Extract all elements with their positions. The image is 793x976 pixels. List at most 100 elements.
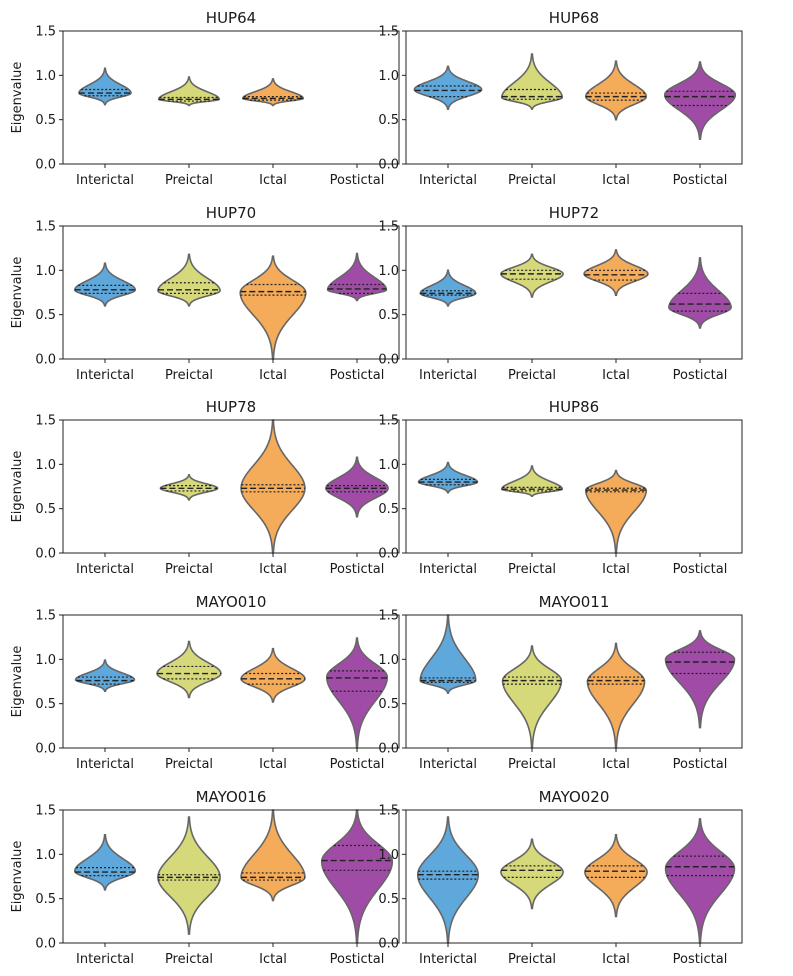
panel-mayo011: 0.0 0.5 1.0 1.5 Interictal Preictal Ictal Posti… <box>378 593 743 772</box>
x-tick-label-interictal: Interictal <box>419 952 477 967</box>
violin-mayo020-ictal <box>584 834 648 918</box>
y-axis-label: Eigenvalue <box>10 451 25 523</box>
panel-mayo020: 0.0 0.5 1.0 1.5 Interictal Preictal Ictal Posti… <box>378 788 743 967</box>
axes-frame <box>62 30 400 165</box>
y-tick-label: 0.5 <box>35 697 56 712</box>
violin-hup68-ictal <box>584 60 648 121</box>
x-tick-label-ictal: Ictal <box>602 562 630 577</box>
y-tick-label: 0.0 <box>378 937 399 952</box>
panel-title: HUP70 <box>206 204 256 222</box>
y-tick-label: 0.5 <box>35 892 56 907</box>
x-tick-label-postictal: Postictal <box>673 952 728 967</box>
panel-title: HUP86 <box>549 398 599 416</box>
x-tick-label-postictal: Postictal <box>673 173 728 188</box>
y-tick-label: 1.0 <box>378 653 399 668</box>
y-tick-label: 0.0 <box>35 547 56 562</box>
violin-hup78-postictal <box>325 456 389 518</box>
y-tick-label: 0.5 <box>35 308 56 323</box>
x-tick-label-preictal: Preictal <box>508 368 556 383</box>
violin-body <box>584 834 648 918</box>
violin-body <box>584 469 648 554</box>
violin-hup72-ictal <box>583 249 649 296</box>
panel-title: MAYO011 <box>539 593 610 611</box>
panel-title: HUP64 <box>206 9 256 27</box>
violin-hup64-preictal <box>157 76 221 107</box>
violin-body <box>419 614 477 694</box>
y-tick-label: 0.0 <box>378 158 399 173</box>
y-tick-label: 1.5 <box>378 804 399 819</box>
violin-body <box>240 419 306 554</box>
violin-body <box>73 834 137 891</box>
violin-body <box>664 818 736 944</box>
x-tick-label-preictal: Preictal <box>165 952 213 967</box>
violin-body <box>417 461 479 494</box>
x-tick-label-postictal: Postictal <box>673 368 728 383</box>
y-tick-label: 0.0 <box>378 547 399 562</box>
violin-body <box>500 838 564 910</box>
violin-hup68-interictal <box>413 65 483 110</box>
x-tick-label-preictal: Preictal <box>165 368 213 383</box>
violin-body <box>583 249 649 296</box>
x-tick-label-interictal: Interictal <box>76 368 134 383</box>
violin-hup64-ictal <box>241 78 305 107</box>
x-tick-label-preictal: Preictal <box>165 562 213 577</box>
violin-body <box>240 647 306 703</box>
y-tick-label: 0.5 <box>378 308 399 323</box>
violin-hup70-preictal <box>157 253 221 307</box>
panel-hup64: 0.0 0.5 1.0 1.5 Interictal Preictal Ictal Posti… <box>10 9 400 188</box>
x-tick-label-postictal: Postictal <box>330 952 385 967</box>
panel-hup68: 0.0 0.5 1.0 1.5 Interictal Preictal Ictal Posti… <box>378 9 743 188</box>
y-axis-label: Eigenvalue <box>10 841 25 913</box>
violin-hup86-ictal <box>584 469 648 554</box>
y-tick-label: 1.5 <box>35 804 56 819</box>
x-tick-label-postictal: Postictal <box>673 562 728 577</box>
y-tick-label: 1.0 <box>378 264 399 279</box>
x-tick-label-preictal: Preictal <box>165 757 213 772</box>
y-tick-label: 1.0 <box>378 458 399 473</box>
y-tick-label: 0.0 <box>378 742 399 757</box>
x-tick-label-ictal: Ictal <box>602 368 630 383</box>
y-tick-label: 1.5 <box>35 220 56 235</box>
panel-title: HUP68 <box>549 9 599 27</box>
violin-body <box>73 262 137 307</box>
violin-hup72-interictal <box>419 269 477 307</box>
panel-mayo010: 0.0 0.5 1.0 1.5 Interictal Preictal Ictal Posti… <box>10 593 400 772</box>
y-tick-label: 0.0 <box>35 742 56 757</box>
x-tick-label-ictal: Ictal <box>602 757 630 772</box>
violin-body <box>240 809 306 902</box>
violin-mayo011-preictal <box>501 645 563 749</box>
violin-body <box>413 65 483 110</box>
panel-hup70: 0.0 0.5 1.0 1.5 Interictal Preictal Ictal Posti… <box>10 204 400 383</box>
axes-frame <box>62 614 400 749</box>
violin-body <box>325 456 389 518</box>
axes-frame <box>62 419 400 554</box>
violin-mayo010-postictal <box>325 637 389 749</box>
y-axis-label: Eigenvalue <box>10 257 25 329</box>
violin-body <box>239 255 307 360</box>
violin-mayo011-ictal <box>586 642 646 749</box>
y-tick-label: 1.5 <box>378 220 399 235</box>
y-tick-label: 1.5 <box>35 25 56 40</box>
x-tick-label-ictal: Ictal <box>259 562 287 577</box>
violin-mayo020-interictal <box>416 816 480 944</box>
x-tick-label-ictal: Ictal <box>259 952 287 967</box>
violin-body <box>157 253 221 307</box>
violin-body <box>156 640 222 699</box>
violin-mayo011-postictal <box>664 630 736 729</box>
y-tick-label: 0.5 <box>35 113 56 128</box>
y-tick-label: 0.0 <box>378 353 399 368</box>
axes-frame <box>405 809 743 944</box>
panel-mayo016: 0.0 0.5 1.0 1.5 Interictal Preictal Ictal Posti… <box>10 788 400 967</box>
violin-hup70-postictal <box>326 252 388 302</box>
axes-frame <box>405 614 743 749</box>
x-tick-label-ictal: Ictal <box>259 173 287 188</box>
violin-body <box>78 67 132 106</box>
x-tick-label-interictal: Interictal <box>76 562 134 577</box>
violin-hup78-preictal <box>159 474 219 501</box>
violin-body <box>74 659 136 693</box>
x-tick-label-preictal: Preictal <box>508 757 556 772</box>
x-tick-label-preictal: Preictal <box>508 952 556 967</box>
violin-body <box>157 76 221 107</box>
x-tick-label-preictal: Preictal <box>165 173 213 188</box>
